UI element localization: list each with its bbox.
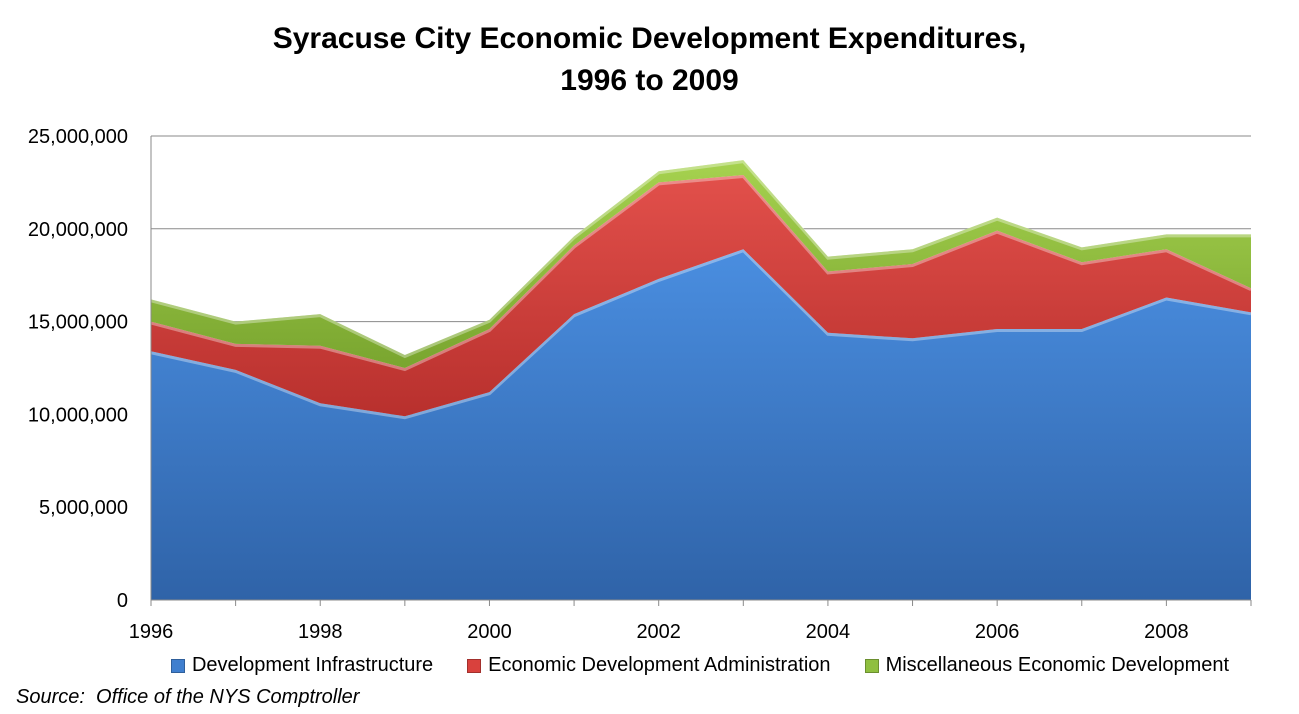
legend-label-development-infrastructure: Development Infrastructure [191, 654, 434, 676]
area-edge-miscellaneous-economic-development [150, 160, 1251, 359]
area-economic-development-administration [151, 174, 1251, 417]
x-tick-label-1: 1998 [298, 621, 343, 643]
legend-item-economic-development-administration: Economic Development Administration [467, 654, 831, 677]
x-tick-label-5: 2006 [975, 621, 1020, 643]
area-development-infrastructure [151, 249, 1251, 600]
x-tick-label-2: 2000 [467, 621, 512, 643]
legend-label-miscellaneous-economic-development: Miscellaneous Economic Development [885, 654, 1230, 676]
area-edge-economic-development-administration [150, 174, 1252, 372]
y-tick-label-0: 0 [117, 590, 128, 612]
y-tick-label-5: 25,000,000 [28, 126, 128, 148]
x-tick-label-6: 2008 [1144, 621, 1189, 643]
y-tick-label-4: 20,000,000 [28, 219, 128, 241]
chart-title-line-2: 1996 to 2009 [560, 64, 739, 97]
legend-item-development-infrastructure: Development Infrastructure [170, 654, 434, 677]
legend-swatch-miscellaneous-economic-development [864, 658, 879, 673]
chart-title-line-1: Syracuse City Economic Development Expen… [272, 22, 1027, 55]
y-tick-label-2: 10,000,000 [28, 404, 128, 426]
legend-swatch-economic-development-administration [467, 658, 482, 673]
legend-swatch-development-infrastructure [170, 658, 185, 673]
x-tick-label-4: 2004 [806, 621, 851, 643]
legend-label-economic-development-administration: Economic Development Administration [488, 654, 831, 676]
legend: Development Infrastructure Economic Deve… [120, 654, 1280, 677]
y-tick-label-3: 15,000,000 [28, 312, 128, 334]
chart-title: Syracuse City Economic Development Expen… [0, 18, 1299, 102]
legend-item-miscellaneous-economic-development: Miscellaneous Economic Development [864, 654, 1230, 677]
area-edge-development-infrastructure [150, 248, 1252, 420]
y-tick-label-1: 5,000,000 [39, 497, 128, 519]
x-tick-label-3: 2002 [636, 621, 681, 643]
x-tick-label-0: 1996 [129, 621, 174, 643]
source-note: Source: Office of the NYS Comptroller [16, 686, 360, 708]
